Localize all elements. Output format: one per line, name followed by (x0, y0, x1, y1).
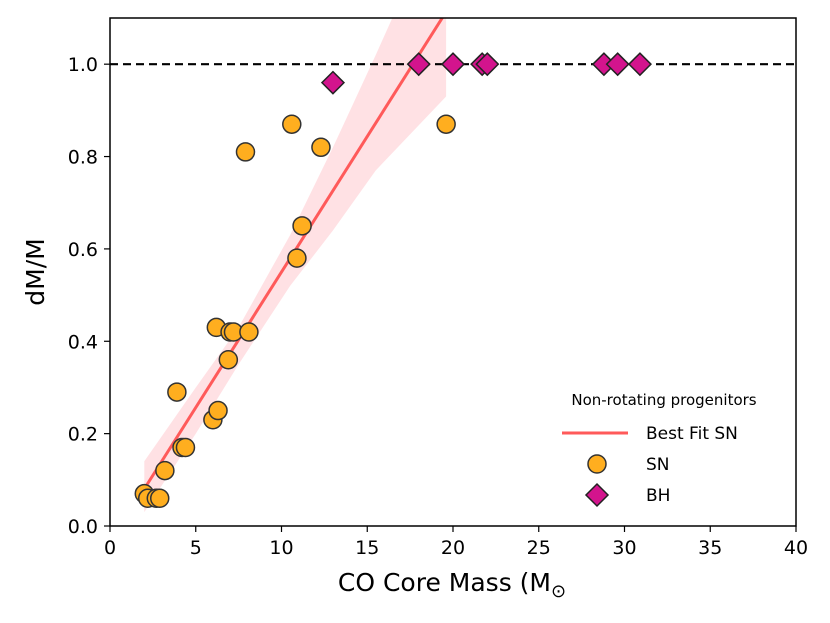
y-axis-label: dM/M (21, 238, 50, 305)
sun-symbol: ⊙ (551, 581, 566, 602)
sn-point (218, 349, 239, 370)
sn-point (167, 382, 187, 402)
y-tick-label: 0.2 (68, 424, 98, 446)
sn-point (436, 114, 456, 134)
bh-point (475, 52, 500, 77)
y-tick-label: 0.6 (68, 239, 98, 261)
x-tick-label: 15 (355, 537, 379, 559)
legend-label-fit: Best Fit SN (646, 424, 738, 444)
x-tick-label: 20 (441, 537, 465, 559)
x-tick-label: 10 (269, 537, 293, 559)
y-tick-label: 0.4 (68, 331, 98, 353)
x-axis-label: CO Core Mass (M⊙ (338, 568, 566, 602)
bh-point (605, 52, 630, 77)
legend-label-bh: BH (646, 486, 670, 506)
legend-title: Non-rotating progenitors (571, 391, 756, 409)
sn-point (155, 460, 175, 481)
bh-point (320, 70, 346, 95)
sn-point (282, 114, 302, 134)
sn-point (239, 322, 259, 342)
sn-point (235, 142, 256, 162)
x-tick-label: 25 (527, 537, 551, 559)
legend-bh-marker (584, 482, 610, 508)
sn-point (287, 248, 307, 268)
legend-sn-marker (587, 454, 607, 474)
bh-point (440, 52, 466, 77)
x-tick-label: 30 (612, 537, 636, 559)
sn-point (175, 437, 196, 458)
legend: Non-rotating progenitors Best Fit SN SN … (562, 391, 757, 508)
bh-point (627, 52, 652, 77)
sn-point (311, 137, 331, 158)
sn-point (292, 216, 312, 236)
y-tick-label: 0.8 (68, 147, 98, 169)
x-tick-label: 35 (698, 537, 722, 559)
y-tick-label: 0.0 (68, 516, 98, 538)
bh-point (406, 52, 431, 77)
sn-point (208, 400, 228, 421)
plot-frame (109, 17, 797, 527)
x-tick-label: 5 (190, 537, 202, 559)
legend-label-sn: SN (646, 455, 670, 475)
x-tick-label: 40 (784, 537, 808, 559)
sn-point (149, 488, 170, 509)
x-tick-label: 0 (104, 537, 116, 559)
y-tick-label: 1.0 (68, 54, 98, 76)
